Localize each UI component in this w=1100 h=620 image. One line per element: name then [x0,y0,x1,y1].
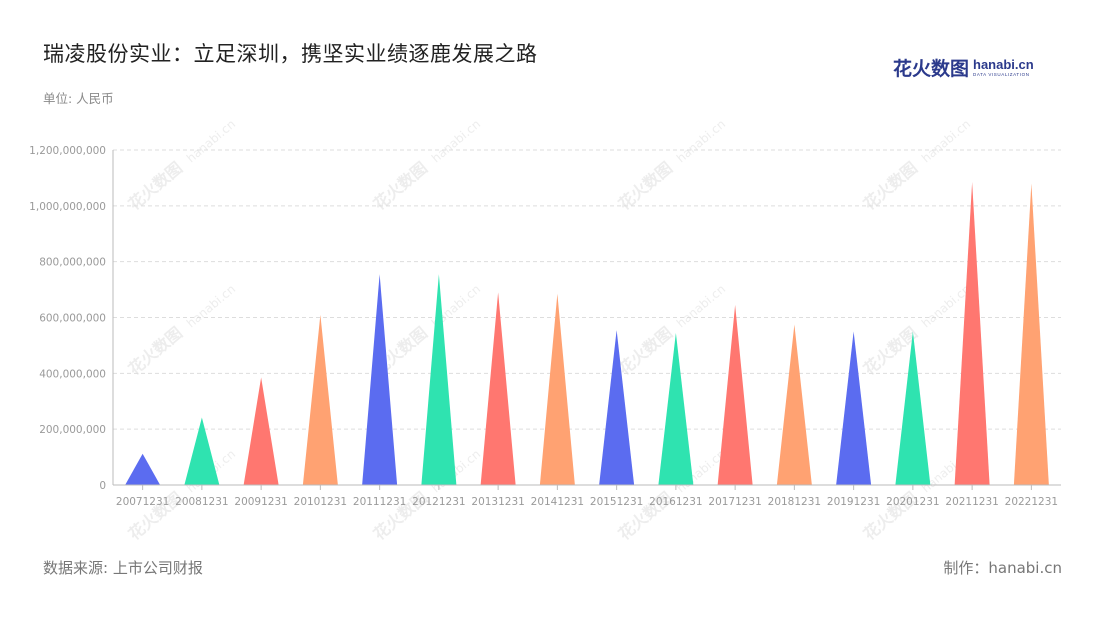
bar-marks [125,182,1049,485]
bar-20091231 [243,377,279,485]
watermark-cn: 花火数图 [615,323,676,379]
y-tick-label: 1,000,000,000 [29,201,106,213]
logo-cn-text: 花火数图 [893,58,970,80]
y-tick-label: 200,000,000 [39,424,106,436]
x-tick-label: 20181231 [768,496,821,508]
bar-20171231 [717,304,753,485]
bar-20081231 [184,417,220,485]
grid-lines [113,149,1061,430]
x-axis: 20071231 20081231 20091231 20101231 20111231… [113,484,1061,508]
watermark-en: hanabi.cn [674,282,728,331]
x-tick-label: 20091231 [234,496,287,508]
chart-title: 瑞凌股份实业：立足深圳，携坚实业绩逐鹿发展之路 [43,42,538,66]
watermark-en: hanabi.cn [674,117,728,166]
credit-note: 制作：hanabi.cn [943,559,1062,577]
bar-20201231 [895,331,931,485]
data-source-note: 数据来源: 上市公司财报 [43,559,203,577]
bar-20161231 [658,332,694,485]
watermark-en: hanabi.cn [184,282,238,331]
x-tick-label: 20101231 [294,496,347,508]
x-tick-label: 20161231 [649,496,702,508]
bar-20191231 [836,331,872,485]
y-tick-label: 0 [99,480,106,492]
x-tick-label: 20081231 [175,496,228,508]
x-tick-label: 20141231 [531,496,584,508]
bar-20101231 [302,314,338,485]
y-axis: 0 200,000,000 400,000,000 600,000,000 800,00… [29,145,114,492]
y-tick-label: 600,000,000 [39,313,106,325]
bar-20071231 [125,453,161,485]
x-tick-label: 20131231 [471,496,524,508]
bar-20121231 [421,274,457,485]
bar-20131231 [480,292,516,485]
x-tick-label: 20171231 [708,496,761,508]
logo-en-text: hanabi.cn [973,57,1034,72]
bar-20141231 [539,293,575,485]
x-tick-label: 20111231 [353,496,406,508]
x-tick-label: 20211231 [945,496,998,508]
x-tick-label: 20191231 [827,496,880,508]
x-tick-label: 20121231 [412,496,465,508]
watermark-cn: 花火数图 [125,323,186,379]
bar-20221231 [1013,183,1049,485]
x-tick-label: 20151231 [590,496,643,508]
bar-20181231 [776,324,812,485]
y-tick-label: 400,000,000 [39,368,106,380]
watermark-en: hanabi.cn [429,117,483,166]
x-tick-label: 20201231 [886,496,939,508]
logo-sub-text: DATA VISUALIZATION [973,72,1030,77]
y-tick-label: 1,200,000,000 [29,145,106,157]
x-tick-label: 20221231 [1005,496,1058,508]
bar-20151231 [599,330,635,485]
bar-20211231 [954,182,990,485]
bar-20111231 [362,274,398,485]
watermark-en: hanabi.cn [919,117,973,166]
x-tick-label: 20071231 [116,496,169,508]
watermark-en: hanabi.cn [184,117,238,166]
unit-label: 单位: 人民币 [43,91,114,106]
logo-en-group: hanabi.cn DATA VISUALIZATION [973,58,1034,78]
brand-logo: 花火数图 hanabi.cn DATA VISUALIZATION [893,58,1034,86]
y-tick-label: 800,000,000 [39,257,106,269]
